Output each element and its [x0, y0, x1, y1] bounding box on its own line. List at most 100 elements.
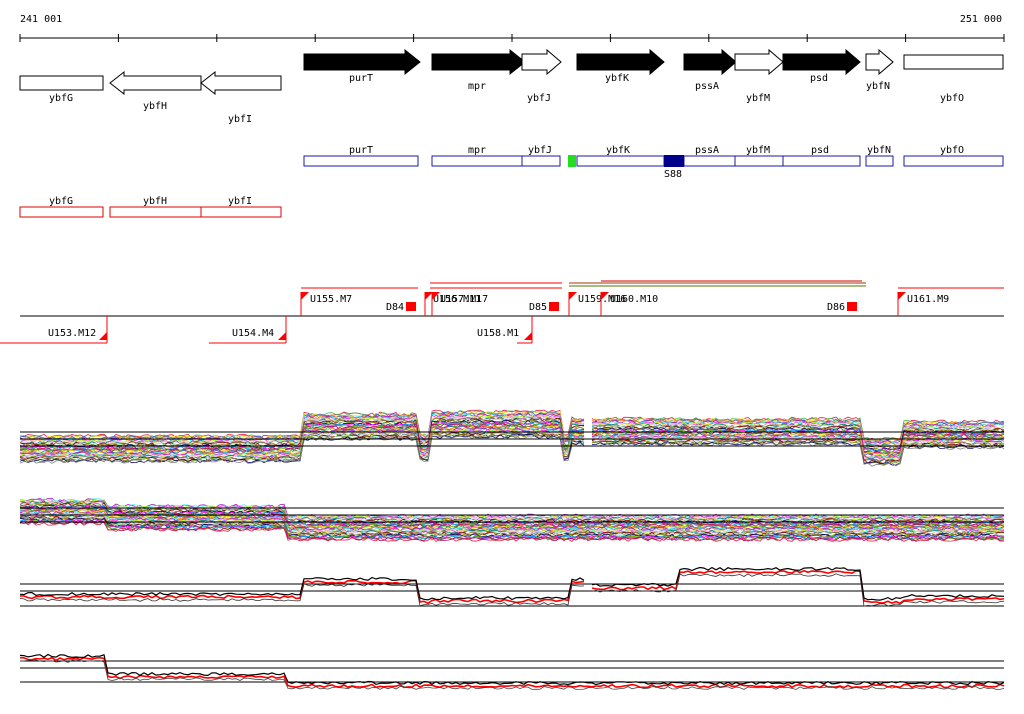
feature-label: U156.M11 — [433, 294, 481, 305]
gene-box-ybfG[interactable]: ybfG — [19, 75, 104, 104]
gene-label: ybfG — [49, 93, 73, 104]
gene-box-ybfM[interactable]: ybfM — [734, 145, 784, 167]
expression-traces — [19, 497, 1005, 542]
gene-box-pssA[interactable]: pssA — [683, 145, 736, 167]
summary-trace — [19, 656, 1005, 689]
feature-label: U155.M7 — [310, 294, 352, 305]
box-label: ybfM — [746, 145, 770, 156]
gene-arrow-ybfI[interactable]: ybfI — [200, 70, 282, 125]
gene-box-purT[interactable]: purT — [303, 145, 419, 167]
forward-expression-panel — [19, 409, 1005, 467]
box-label: ybfN — [867, 145, 891, 156]
feature-label: U160.M10 — [610, 294, 658, 305]
summary-traces — [19, 566, 1005, 607]
expression-trace — [19, 429, 1005, 461]
feature-D86[interactable]: D86 — [827, 302, 857, 313]
gene-label: ybfN — [866, 81, 890, 92]
box-label: ybfJ — [528, 145, 552, 156]
site-start-marker[interactable] — [568, 155, 576, 167]
gene-arrow-ybfN[interactable]: ybfN — [865, 48, 894, 92]
feature-U158-M1[interactable]: U158.M1 — [477, 316, 533, 344]
gene-label: purT — [349, 73, 373, 84]
feature-U153-M12[interactable]: U153.M12 — [0, 316, 108, 344]
box-label: ybfI — [228, 196, 252, 207]
feature-U159-M16[interactable]: U159.M16 — [568, 292, 626, 316]
gene-box-mpr[interactable]: mpr — [431, 145, 523, 167]
summary-trace — [19, 573, 1005, 607]
gene-box-ybfG[interactable]: ybfG — [19, 196, 104, 218]
feature-U161-M9[interactable]: U161.M9 — [897, 292, 949, 316]
box-label: purT — [349, 145, 373, 156]
gene-label: pssA — [695, 81, 719, 92]
gene-box-ybfK[interactable]: ybfK — [576, 145, 665, 167]
site-marker-S88[interactable] — [664, 155, 684, 167]
gene-label: ybfI — [228, 114, 252, 125]
expression-trace — [19, 517, 1005, 539]
gene-arrow-ybfH[interactable]: ybfH — [109, 70, 202, 112]
feature-U157-M17[interactable]: U157.M17 — [431, 292, 488, 316]
expression-traces — [19, 409, 1005, 467]
feature-D85[interactable]: D85 — [529, 302, 559, 313]
coordinate-ruler: 241 001 251 000 — [19, 14, 1005, 42]
gene-box-ybfO[interactable]: ybfO — [903, 54, 1004, 104]
transcript-feature-track: U155.M7 D84 U156.M11 U157.M17 D85 — [0, 280, 1004, 344]
feature-label: U153.M12 — [48, 328, 96, 339]
ruler-ticks — [19, 34, 1005, 42]
box-label: pssA — [695, 145, 719, 156]
feature-label: D86 — [827, 302, 845, 313]
gene-label: mpr — [468, 81, 486, 92]
box-label: ybfK — [606, 145, 630, 156]
forward-gene-boxes: purT mpr ybfJ ybfK pssA ybfM — [303, 145, 1004, 180]
reverse-summary-panel — [19, 653, 1005, 690]
expression-trace — [19, 520, 1005, 542]
feature-U156-M11[interactable]: U156.M11 — [424, 292, 481, 316]
feature-U154-M4[interactable]: U154.M4 — [209, 316, 287, 344]
gene-label: psd — [810, 73, 828, 84]
summary-trace — [19, 569, 1005, 605]
gene-box-psd[interactable]: psd — [782, 145, 861, 167]
feature-U155-M7[interactable]: U155.M7 — [300, 292, 352, 316]
gene-box-ybfH[interactable]: ybfH — [109, 196, 202, 218]
reverse-expression-panel — [19, 497, 1005, 542]
feature-label: U161.M9 — [907, 294, 949, 305]
reverse-gene-boxes: ybfG ybfH ybfI — [19, 196, 282, 218]
gene-label: ybfH — [143, 101, 167, 112]
gene-arrow-pssA[interactable]: pssA — [683, 48, 737, 92]
expression-trace — [19, 520, 1004, 542]
box-label: ybfH — [143, 196, 167, 207]
box-label: ybfG — [49, 196, 73, 207]
feature-U160-M10[interactable]: U160.M10 — [600, 292, 658, 316]
gene-arrow-mpr[interactable]: mpr — [431, 48, 526, 92]
forward-gene-track: purT mpr ybfJ ybfK pssA ybfM — [303, 48, 1004, 104]
gene-box-ybfJ[interactable]: ybfJ — [521, 145, 561, 167]
ruler-start-label: 241 001 — [20, 14, 62, 25]
feature-label: D84 — [386, 302, 404, 313]
gene-arrow-ybfM[interactable]: ybfM — [734, 48, 784, 104]
expression-trace — [19, 510, 1005, 532]
box-label: psd — [811, 145, 829, 156]
feature-D84[interactable]: D84 — [386, 302, 416, 313]
feature-label: D85 — [529, 302, 547, 313]
gene-box-ybfN[interactable]: ybfN — [865, 145, 894, 167]
gene-box-ybfI[interactable]: ybfI — [200, 196, 282, 218]
feature-label: U158.M1 — [477, 328, 519, 339]
gene-arrow-psd[interactable]: psd — [782, 48, 861, 84]
summary-trace — [20, 659, 1005, 690]
feature-label: U157.M17 — [440, 294, 488, 305]
summary-traces — [19, 653, 1005, 690]
forward-summary-panel — [19, 566, 1005, 607]
expression-trace — [19, 433, 1005, 466]
site-marker-label: S88 — [664, 169, 682, 180]
gene-arrow-ybfJ[interactable]: ybfJ — [521, 48, 562, 104]
gene-arrow-purT[interactable]: purT — [303, 48, 421, 84]
gene-label: ybfM — [746, 93, 770, 104]
gene-arrow-ybfK[interactable]: ybfK — [576, 48, 665, 84]
box-label: mpr — [468, 145, 486, 156]
feature-label: U154.M4 — [232, 328, 274, 339]
ruler-end-label: 251 000 — [960, 14, 1002, 25]
gene-label: ybfJ — [527, 93, 551, 104]
gene-box-ybfO[interactable]: ybfO — [903, 145, 1004, 167]
box-label: ybfO — [940, 145, 964, 156]
